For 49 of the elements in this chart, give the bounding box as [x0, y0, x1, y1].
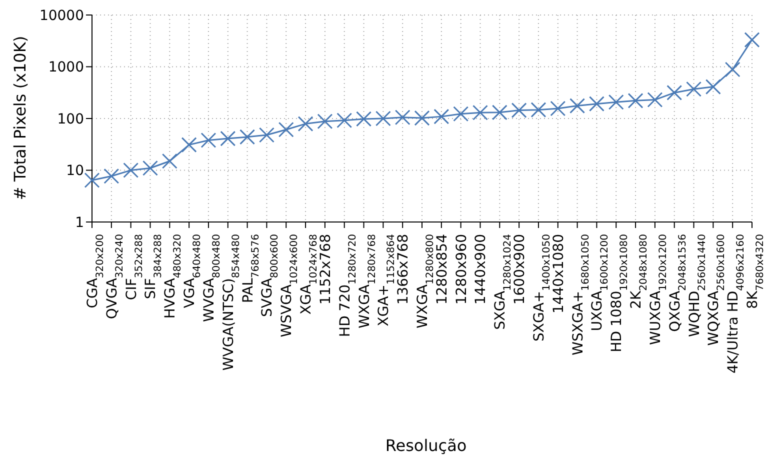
point	[220, 130, 236, 146]
point	[336, 112, 352, 128]
point	[375, 110, 391, 126]
y-tick-label: 10	[66, 163, 84, 180]
point	[123, 162, 139, 178]
point	[570, 98, 586, 114]
point	[142, 160, 158, 176]
point	[492, 104, 508, 120]
y-tick-label: 10000	[39, 8, 84, 24]
point	[647, 92, 663, 108]
point	[240, 129, 256, 145]
x-tick-label: 1152x768	[318, 234, 334, 305]
point	[258, 127, 274, 143]
point	[608, 94, 624, 110]
x-tick-label: 1440x900	[473, 234, 490, 305]
point	[724, 62, 740, 78]
point	[744, 32, 760, 48]
x-tick-label: 1366x768	[396, 234, 412, 305]
point	[356, 111, 372, 127]
point	[317, 114, 333, 130]
point	[84, 172, 100, 188]
x-tick-label: 1440x1080	[550, 234, 567, 314]
y-axis-title: # Total Pixels (x10K)	[10, 36, 30, 200]
x-axis-title: Resolução	[384, 436, 468, 455]
point	[104, 168, 120, 184]
point	[686, 81, 702, 97]
point	[414, 110, 430, 126]
point	[705, 79, 721, 95]
x-tick-label: 1280x960	[454, 234, 470, 305]
point	[550, 100, 566, 116]
x-tick-label: 1600x900	[512, 234, 528, 305]
point	[162, 153, 178, 169]
x-tick-label: 1280x854	[434, 234, 450, 305]
point	[181, 137, 197, 153]
point	[628, 92, 644, 108]
point	[511, 102, 527, 118]
y-tick-label: 100	[57, 111, 84, 128]
point	[453, 106, 469, 122]
point	[394, 110, 410, 126]
point	[434, 108, 450, 124]
point	[200, 132, 216, 148]
point	[472, 104, 488, 120]
y-tick-label: 1000	[48, 60, 84, 76]
point	[530, 102, 546, 118]
point	[298, 116, 314, 132]
point	[278, 122, 294, 138]
point	[666, 84, 682, 100]
y-tick-label: 1	[75, 214, 84, 231]
point	[588, 96, 604, 112]
